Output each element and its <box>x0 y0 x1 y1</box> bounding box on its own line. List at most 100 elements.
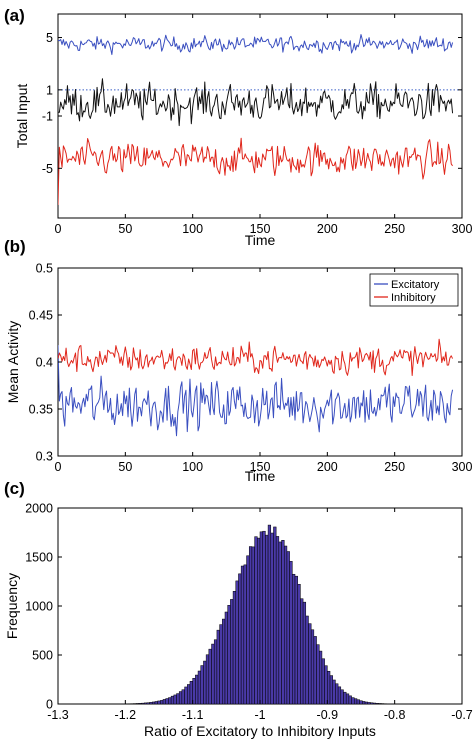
x-axis-label: Time <box>245 232 276 248</box>
x-tick-label: -1.1 <box>182 708 204 722</box>
y-axis-label: Total Input <box>14 84 30 149</box>
histogram-bar <box>308 623 312 704</box>
histogram-bar <box>348 695 352 704</box>
histogram-bar <box>173 694 177 704</box>
x-tick-label: -0.8 <box>384 708 406 722</box>
series-line-2 <box>58 78 454 127</box>
histogram-bar <box>200 665 204 704</box>
histogram-bar <box>316 644 320 704</box>
histogram-bar <box>143 702 148 704</box>
histogram-bar <box>362 701 366 704</box>
histogram-bar <box>184 686 188 704</box>
histogram-bar <box>211 643 215 704</box>
x-tick-label: 200 <box>317 222 338 236</box>
histogram-bar <box>354 698 358 704</box>
histogram-bar <box>270 532 274 704</box>
histogram-bar <box>251 546 255 704</box>
histogram-bar <box>278 541 282 704</box>
histogram-bar <box>187 684 191 704</box>
histogram-bar <box>213 639 218 704</box>
histogram-bar <box>219 624 223 704</box>
histogram-bar <box>176 693 180 704</box>
histogram-bar <box>154 701 158 704</box>
panel-label: (a) <box>4 6 25 25</box>
histogram-bar <box>329 675 333 704</box>
y-tick-label: 0.5 <box>36 262 53 276</box>
y-tick-label: 0 <box>46 698 53 712</box>
histogram-bar <box>302 601 307 704</box>
y-tick-label: 5 <box>46 31 53 45</box>
histogram-bar <box>321 658 325 704</box>
histogram-bar <box>372 702 377 704</box>
y-tick-label: -1 <box>42 110 53 124</box>
x-tick-label: -0.9 <box>317 708 339 722</box>
histogram-bar <box>359 700 363 704</box>
x-tick-label: 50 <box>118 222 132 236</box>
histogram-bar <box>300 598 304 704</box>
histogram-bar <box>165 698 169 704</box>
histogram-bar <box>149 702 153 704</box>
panel-label: (b) <box>4 237 26 256</box>
histogram-bar <box>375 703 379 704</box>
histogram-bar <box>181 689 185 704</box>
x-tick-label: -1.3 <box>47 708 69 722</box>
histogram-bar <box>146 702 150 704</box>
x-tick-label: -0.7 <box>451 708 473 722</box>
histogram-bar <box>367 702 371 704</box>
histogram-bar <box>157 700 161 704</box>
chart-panel-2 <box>57 267 463 457</box>
chart-panel-3 <box>57 507 463 705</box>
histogram-bar <box>370 702 374 704</box>
x-axis-label: Ratio of Excitatory to Inhibitory Inputs <box>144 723 376 739</box>
histogram-bar <box>345 693 350 704</box>
x-tick-label: 0 <box>55 222 62 236</box>
histogram-bar <box>138 703 142 704</box>
histogram-bar <box>364 701 368 704</box>
y-tick-label: 1 <box>46 83 53 97</box>
plot-area <box>119 524 395 704</box>
histogram-bar <box>243 564 247 704</box>
histogram-bar <box>305 615 309 704</box>
histogram-bar <box>283 545 288 704</box>
y-tick-label: 1000 <box>25 600 53 614</box>
histogram-bar <box>224 611 228 704</box>
histogram-bar <box>327 670 331 704</box>
x-tick-label: 150 <box>250 460 271 474</box>
histogram-bar <box>222 618 226 704</box>
histogram-bar <box>337 686 342 704</box>
histogram-bar <box>141 702 145 704</box>
histogram-bar <box>289 561 293 704</box>
y-tick-label: 0.4 <box>36 356 53 370</box>
histogram-bar <box>227 605 231 704</box>
histogram-bar <box>246 555 250 704</box>
x-tick-label: 250 <box>384 222 405 236</box>
plot-area <box>58 34 462 205</box>
y-axis-label: Mean Activity <box>5 321 21 403</box>
histogram-bar <box>319 650 323 704</box>
histogram-bar <box>310 629 315 704</box>
histogram-bar <box>343 691 347 704</box>
y-axis-label: Frequency <box>4 573 20 639</box>
y-tick-label: 500 <box>32 649 53 663</box>
histogram-bar <box>257 537 261 704</box>
histogram-bar <box>230 599 234 704</box>
y-tick-label: -5 <box>42 162 53 176</box>
histogram-bar <box>216 629 220 704</box>
histogram-bar <box>160 700 164 704</box>
histogram-bar <box>240 565 245 704</box>
series-line-3 <box>58 137 453 205</box>
histogram-bar <box>238 573 242 704</box>
histogram-bar <box>281 540 285 704</box>
panel-label: (c) <box>4 479 25 498</box>
histogram-bar <box>324 665 328 704</box>
x-tick-label: 50 <box>118 460 132 474</box>
histogram-bar <box>195 674 199 704</box>
histogram-bar <box>178 691 183 704</box>
x-axis-label: Time <box>245 468 276 484</box>
histogram-bar <box>292 573 296 704</box>
x-tick-label: -1 <box>254 708 265 722</box>
histogram-bar <box>259 531 263 704</box>
histogram-bar <box>262 530 266 704</box>
plot-area <box>58 338 454 437</box>
histogram-bar <box>197 670 201 704</box>
